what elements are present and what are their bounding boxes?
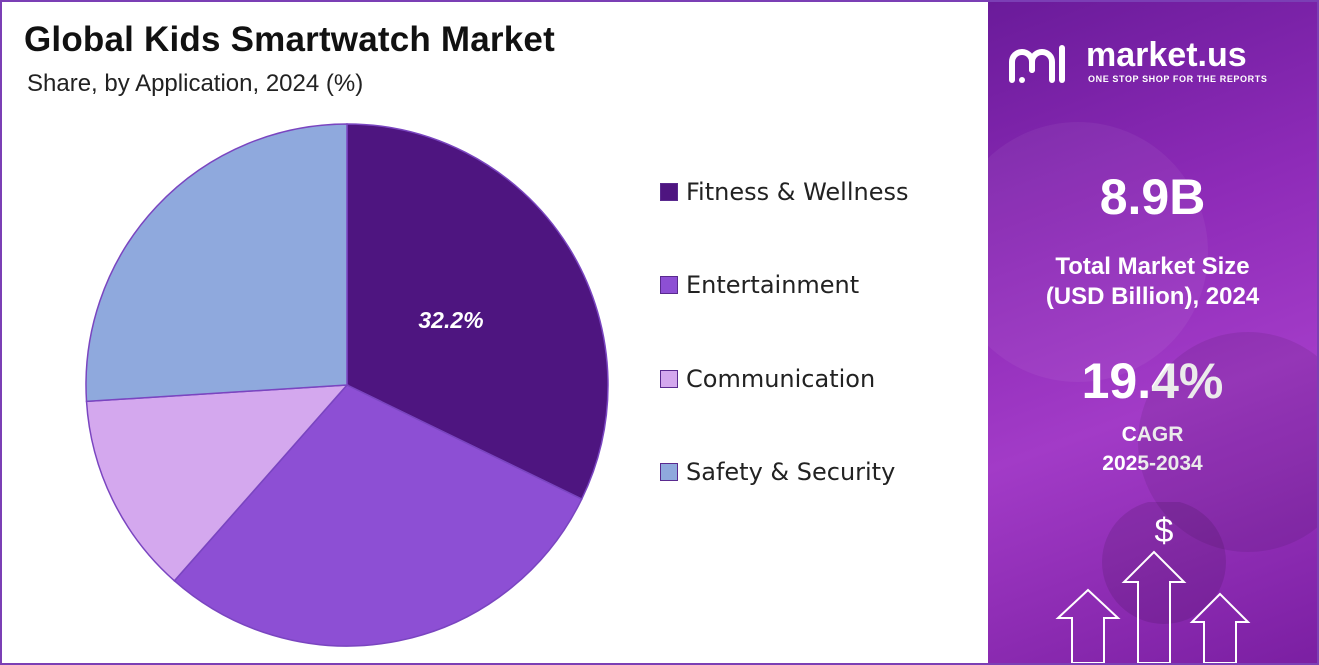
cagr-label-line2: 2025-2034 — [1102, 452, 1203, 475]
market-size-label-line1: Total Market Size — [1055, 253, 1250, 280]
market-us-logo-icon — [1009, 45, 1065, 83]
legend-label: Safety & Security — [686, 458, 896, 486]
brand-name: market.us — [1086, 36, 1247, 74]
legend-item-safety-security: Safety & Security — [660, 458, 960, 488]
cagr-value: 19.4% — [1081, 353, 1224, 409]
market-size-value: 8.9B — [1099, 169, 1206, 225]
chart-panel: Global Kids Smartwatch Market Share, by … — [2, 2, 986, 663]
legend-swatch — [660, 370, 678, 388]
legend-item-communication: Communication — [660, 365, 960, 395]
legend-label: Entertainment — [686, 271, 860, 299]
growth-illustration: $ — [1055, 502, 1251, 663]
legend-item-entertainment: Entertainment — [660, 271, 960, 301]
up-arrow-icon — [1055, 588, 1121, 663]
pie-chart: 32.2% — [85, 123, 609, 647]
up-arrow-icon — [1189, 592, 1251, 663]
brand-tagline: ONE STOP SHOP FOR THE REPORTS — [1088, 74, 1268, 84]
stats-panel: market.us ONE STOP SHOP FOR THE REPORTS … — [988, 2, 1317, 663]
legend-swatch — [660, 276, 678, 294]
chart-subtitle: Share, by Application, 2024 (%) — [27, 70, 364, 97]
pie-slice-communication — [85, 384, 349, 582]
dollar-icon: $ — [1155, 512, 1174, 550]
brand-logo[interactable]: market.us ONE STOP SHOP FOR THE REPORTS — [1008, 36, 1308, 96]
market-size-label-line2: (USD Billion), 2024 — [1045, 283, 1260, 310]
legend-swatch — [660, 183, 678, 201]
pie-slice-entertainment — [173, 384, 583, 647]
cagr-label-line1: CAGR — [1121, 423, 1184, 446]
pie-slice-fitness-wellness — [346, 123, 609, 501]
legend-label: Fitness & Wellness — [686, 178, 909, 206]
chart-title: Global Kids Smartwatch Market — [24, 20, 555, 59]
legend-label: Communication — [686, 365, 876, 393]
legend-swatch — [660, 463, 678, 481]
up-arrow-icon — [1121, 550, 1187, 663]
pie-slice-safety-security — [85, 123, 348, 403]
data-label-fitness-wellness: 32.2% — [418, 307, 483, 333]
legend-item-fitness-wellness: Fitness & Wellness — [660, 178, 960, 208]
